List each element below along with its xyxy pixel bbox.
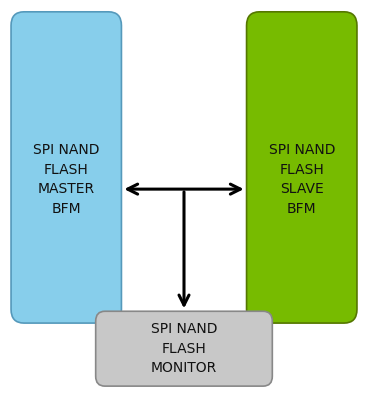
Text: SPI NAND
FLASH
MASTER
BFM: SPI NAND FLASH MASTER BFM [33, 143, 99, 216]
Text: SPI NAND
FLASH
SLAVE
BFM: SPI NAND FLASH SLAVE BFM [269, 143, 335, 216]
FancyBboxPatch shape [96, 311, 272, 386]
FancyBboxPatch shape [247, 12, 357, 323]
Text: SPI NAND
FLASH
MONITOR: SPI NAND FLASH MONITOR [151, 322, 217, 375]
FancyBboxPatch shape [11, 12, 121, 323]
